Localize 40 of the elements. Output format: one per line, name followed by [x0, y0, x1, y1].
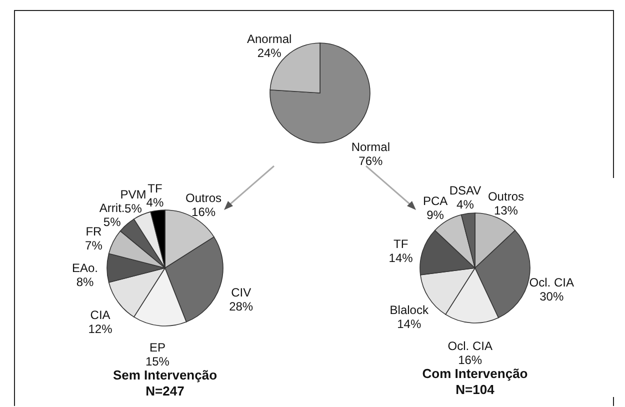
slice-label: FR — [86, 224, 102, 239]
slice-label: EP — [149, 340, 166, 355]
data-label: 24% — [257, 46, 282, 60]
data-label: 28% — [229, 300, 254, 314]
data-label: 14% — [388, 250, 414, 265]
slice-label: CIV — [231, 286, 252, 300]
data-label: 76% — [358, 154, 383, 168]
slice-label: Ocl. CIA — [529, 276, 574, 290]
data-label: 15% — [145, 354, 170, 369]
data-label: 16% — [192, 204, 216, 219]
data-label: 14% — [397, 316, 422, 331]
slice-label: Anormal — [247, 32, 292, 46]
data-label: 7% — [85, 238, 103, 253]
slice-label: Outros — [488, 189, 524, 204]
data-label: 4% — [146, 196, 164, 210]
data-label: 13% — [494, 203, 518, 218]
slice-label: CIA — [90, 308, 110, 322]
data-label: 5% — [103, 214, 122, 229]
slice-label: Blalock — [390, 302, 430, 317]
text: Sem Intervenção — [112, 368, 218, 383]
data-label: 9% — [426, 208, 444, 222]
slice-label: Outros — [186, 190, 222, 205]
slice-label: PVM — [120, 188, 146, 202]
text: N=247 — [146, 384, 184, 399]
slice-label: Ocl. CIA — [448, 338, 492, 353]
text: Com Intervenção — [422, 366, 528, 381]
data-label: 16% — [458, 352, 482, 367]
slice-label: Arrit. — [99, 200, 125, 215]
slice-label: TF — [393, 236, 408, 251]
slice-label: EAo. — [72, 261, 98, 275]
slice-label: DSAV — [449, 184, 482, 198]
text: N=104 — [456, 382, 496, 397]
data-label: 30% — [540, 290, 564, 304]
data-label: 5% — [124, 202, 142, 216]
slice-label: TF — [148, 182, 162, 196]
data-label: 4% — [456, 198, 474, 212]
data-label: 8% — [76, 275, 94, 289]
slice-label: PCA — [422, 194, 448, 208]
data-label: 12% — [88, 322, 113, 336]
slice-label: Normal — [351, 140, 390, 154]
